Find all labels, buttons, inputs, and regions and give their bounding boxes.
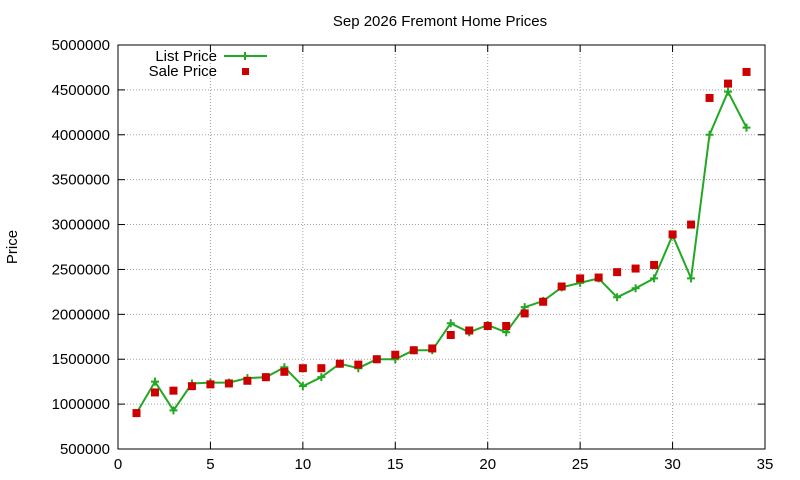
sale-price-point xyxy=(132,409,141,418)
sale-price-point xyxy=(483,322,492,331)
x-tick-label: 15 xyxy=(387,456,404,473)
list-price-point xyxy=(631,284,640,293)
y-tick-label: 2500000 xyxy=(52,261,110,278)
sale-price-point xyxy=(705,93,714,102)
plot-area-border xyxy=(117,44,766,450)
list-price-point xyxy=(150,377,159,386)
x-tick-label: 25 xyxy=(572,456,589,473)
x-tick-label: 20 xyxy=(479,456,496,473)
list-price-point xyxy=(742,123,751,132)
x-tick-label: 35 xyxy=(757,456,774,473)
sale-price-point xyxy=(576,274,585,283)
sale-price-point xyxy=(465,326,474,335)
list-price-point xyxy=(446,319,455,328)
y-tick-label: 1000000 xyxy=(52,396,110,413)
sale-price-point xyxy=(594,273,603,282)
legend-label-sale-price: Sale Price xyxy=(149,63,217,80)
sale-price-point xyxy=(187,382,196,391)
y-tick-label: 4000000 xyxy=(52,127,110,144)
sale-price-point xyxy=(354,360,363,369)
y-tick-label: 500000 xyxy=(60,441,110,458)
list-price-point xyxy=(705,130,714,139)
sale-price-point xyxy=(169,386,178,395)
legend-marker-sale-price xyxy=(242,68,249,75)
sale-price-point xyxy=(298,364,307,373)
sale-price-point xyxy=(687,220,696,229)
y-tick-label: 1500000 xyxy=(52,351,110,368)
sale-price-point xyxy=(502,322,511,331)
sale-price-point xyxy=(631,264,640,273)
sale-price-point xyxy=(224,379,233,388)
y-axis-label: Price xyxy=(4,230,21,264)
series-layer xyxy=(132,67,751,418)
sale-price-point xyxy=(613,268,622,277)
sale-price-point xyxy=(409,346,418,355)
list-price-point xyxy=(169,406,178,415)
y-tick-label: 4500000 xyxy=(52,82,110,99)
sale-price-point xyxy=(520,309,529,318)
sale-price-point xyxy=(446,330,455,339)
y-tick-label: 3000000 xyxy=(52,217,110,234)
sale-price-point xyxy=(391,350,400,359)
list-price-point xyxy=(687,274,696,283)
y-tick-label: 3500000 xyxy=(52,172,110,189)
chart-title: Sep 2026 Fremont Home Prices xyxy=(333,13,547,30)
sale-price-point xyxy=(539,297,548,306)
x-tick-label: 5 xyxy=(206,456,214,473)
sale-price-point xyxy=(206,380,215,389)
sale-price-point xyxy=(261,373,270,382)
sale-price-point xyxy=(335,359,344,368)
axis-ticks: 500000 1000000 1500000 2000000 2500000 300000… xyxy=(52,37,774,473)
legend-marker-list-price xyxy=(241,52,249,60)
series-line-list-price xyxy=(135,90,748,414)
sale-price-point xyxy=(280,367,289,376)
x-tick-label: 30 xyxy=(664,456,681,473)
sale-price-point xyxy=(150,388,159,397)
y-tick-label: 2000000 xyxy=(52,306,110,323)
sale-price-point xyxy=(428,344,437,353)
sale-price-point xyxy=(724,79,733,88)
x-tick-label: 0 xyxy=(114,456,122,473)
list-price-point xyxy=(613,293,622,302)
sale-price-point xyxy=(742,67,751,76)
legend: List Price Sale Price xyxy=(149,48,267,80)
x-tick-label: 10 xyxy=(295,456,312,473)
legend-label-list-price: List Price xyxy=(155,48,217,65)
sale-price-point xyxy=(650,260,659,269)
sale-price-point xyxy=(372,355,381,364)
sale-price-point xyxy=(317,364,326,373)
sale-price-point xyxy=(243,376,252,385)
list-price-point xyxy=(650,274,659,283)
sale-price-point xyxy=(557,282,566,291)
list-price-point xyxy=(317,373,326,382)
y-tick-label: 5000000 xyxy=(52,37,110,54)
list-price-point xyxy=(298,382,307,391)
sale-price-point xyxy=(668,230,677,239)
list-price-point xyxy=(724,87,733,96)
